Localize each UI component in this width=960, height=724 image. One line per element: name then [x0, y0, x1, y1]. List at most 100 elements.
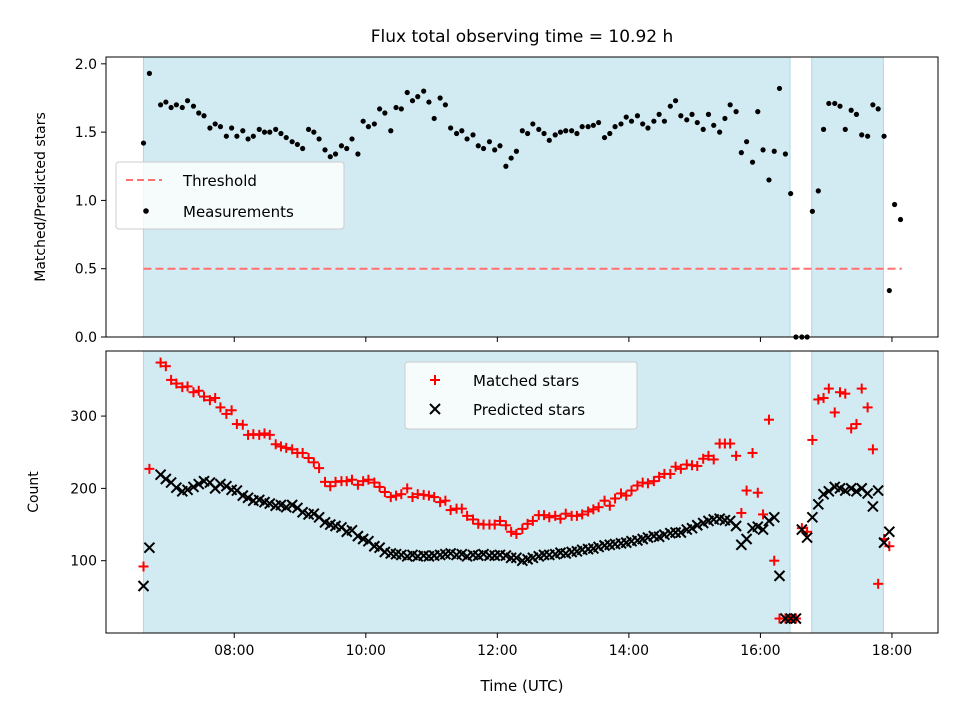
- predicted-star-point: [867, 500, 879, 513]
- predicted-star-point: [675, 526, 687, 539]
- matched-star-point: [215, 402, 226, 413]
- measurement-point: [327, 154, 333, 160]
- measurement-point: [618, 121, 624, 127]
- chart-title: Flux total observing time = 10.92 h: [371, 27, 674, 47]
- measurement-point: [875, 106, 881, 112]
- measurement-point: [404, 89, 410, 96]
- matched-star-point: [725, 438, 736, 449]
- measurement-point: [711, 122, 717, 128]
- predicted-star-point: [845, 482, 857, 495]
- measurement-point: [256, 126, 262, 132]
- matched-star-point: [264, 429, 275, 440]
- predicted-star-point: [280, 501, 292, 513]
- measurement-point: [530, 121, 536, 127]
- predicted-star-point: [181, 484, 194, 496]
- measurement-point: [832, 100, 838, 107]
- measurement-point: [557, 129, 564, 135]
- matched-star-point: [763, 414, 774, 425]
- matched-star-point: [823, 383, 834, 394]
- measurement-point: [612, 124, 618, 130]
- measurement-point: [168, 104, 174, 111]
- count-legend: Matched stars Predicted stars: [404, 361, 638, 430]
- matched-star-point: [517, 523, 528, 534]
- x-tick-label: 16:00: [740, 643, 780, 659]
- measurement-point: [229, 125, 235, 131]
- matched-star-point: [407, 492, 418, 503]
- measurement-point: [607, 130, 613, 137]
- matched-star-point: [325, 481, 336, 492]
- x-tick-label: 14:00: [609, 643, 649, 659]
- measurement-point: [278, 130, 284, 137]
- y-tick-label: 0.0: [75, 330, 97, 346]
- matched-star-point: [752, 487, 763, 498]
- measurement-point: [398, 106, 404, 112]
- matched-star-point: [429, 492, 440, 503]
- measurement-point: [842, 126, 848, 132]
- measurement-point: [421, 88, 427, 94]
- matched-star-point: [204, 395, 215, 406]
- measurement-point: [722, 115, 728, 122]
- predicted-star-point: [752, 521, 764, 533]
- measurement-point: [705, 111, 712, 117]
- measurement-point: [596, 119, 602, 126]
- matched-star-point: [166, 374, 177, 385]
- matched-star-point: [363, 474, 374, 485]
- measurement-point: [415, 94, 421, 100]
- matched-star-point: [862, 402, 873, 413]
- ratio-y-axis-label: Matched/Predicted stars: [33, 112, 49, 282]
- predicted-star-point: [763, 515, 775, 527]
- matched-star-point: [391, 490, 402, 501]
- matched-star-point: [297, 447, 308, 458]
- predicted-star-point: [817, 488, 830, 500]
- predicted-star-point: [170, 481, 183, 494]
- matched-star-point: [374, 481, 385, 492]
- measurement-point: [536, 126, 542, 132]
- predicted-star-point: [510, 552, 523, 564]
- measurement-point: [541, 130, 547, 137]
- matched-star-point: [807, 434, 818, 445]
- matched-star-point: [522, 518, 533, 529]
- measurement-point: [503, 163, 509, 169]
- count-y-axis-label: Count: [26, 471, 42, 513]
- matched-star-point: [440, 495, 451, 506]
- matched-star-point: [747, 447, 758, 458]
- predicted-star-point: [160, 473, 172, 485]
- matched-star-point: [341, 476, 352, 487]
- matched-star-point: [698, 453, 709, 464]
- measurement-point: [590, 122, 596, 128]
- predicted-star-point: [352, 530, 364, 542]
- predicted-star-point: [691, 519, 703, 531]
- predicted-star-point: [757, 523, 769, 536]
- measurement-point: [667, 103, 673, 109]
- measurement-point: [837, 103, 843, 109]
- matched-star-point: [456, 503, 467, 514]
- measurement-point: [431, 115, 437, 122]
- matched-star-point: [851, 419, 862, 430]
- predicted-star-point: [296, 506, 309, 518]
- measurement-point: [744, 139, 750, 145]
- ratio-panel: 0.00.51.01.52.0 Matched/Predicted stars …: [33, 56, 939, 346]
- matched-star-point: [593, 502, 604, 513]
- matched-star-point: [599, 495, 610, 506]
- matched-star-point: [193, 385, 204, 396]
- matched-star-point: [813, 394, 824, 405]
- x-tick-label: 08:00: [214, 643, 254, 659]
- measurement-point: [393, 104, 399, 111]
- matched-star-point: [583, 506, 594, 517]
- matched-star-point: [818, 393, 829, 403]
- measurement-point: [826, 100, 832, 107]
- measurement-point: [184, 98, 191, 104]
- measurement-point: [365, 124, 372, 130]
- matched-star-point: [648, 476, 659, 487]
- measurement-point: [623, 114, 629, 120]
- matched-star-point: [462, 510, 473, 521]
- ratio-legend: Threshold Measurements: [115, 161, 345, 230]
- matched-star-point: [642, 478, 653, 489]
- measurement-point: [371, 121, 377, 127]
- matched-star-point: [632, 480, 643, 491]
- matched-star-point: [856, 383, 867, 394]
- matched-star-point: [210, 393, 221, 403]
- measurement-point: [585, 124, 591, 130]
- measurement-point: [497, 143, 503, 149]
- y-tick-label: 2.0: [75, 57, 97, 73]
